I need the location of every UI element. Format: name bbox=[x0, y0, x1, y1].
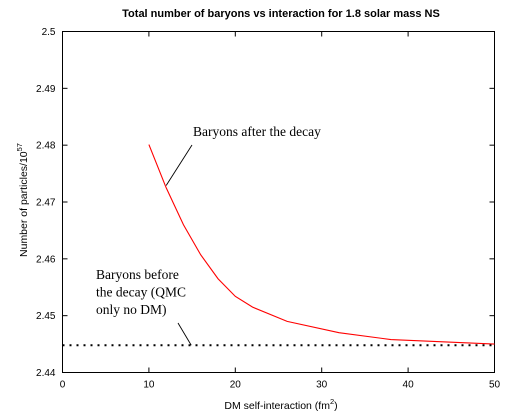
annotations: Baryons after the decay Baryons before the… bbox=[96, 124, 321, 346]
series-line-after-decay bbox=[148, 144, 495, 345]
y-tick-label: 2.47 bbox=[36, 198, 56, 209]
y-axis-label-main: Number of particles/10 bbox=[18, 151, 30, 257]
y-axis-label: Number of particles/1057 bbox=[15, 143, 30, 257]
annotation-pointer bbox=[165, 144, 193, 186]
y-tick-label: 2.45 bbox=[36, 311, 56, 322]
x-tick-label: 40 bbox=[403, 380, 415, 391]
annotation-before: Baryons before the decay (QMC only no DM) bbox=[96, 267, 186, 317]
annotation-after: Baryons after the decay bbox=[193, 124, 321, 139]
y-tick-label: 2.48 bbox=[36, 141, 56, 152]
y-axis-ticks: 2.44 2.45 2.46 2.47 2.48 2.49 2.5 bbox=[36, 27, 495, 379]
annotation-line: Baryons after the decay bbox=[193, 124, 321, 139]
annotation-line: only no DM) bbox=[96, 302, 167, 317]
y-tick-label: 2.44 bbox=[36, 368, 56, 379]
x-tick-label: 30 bbox=[316, 380, 328, 391]
y-tick-label: 2.46 bbox=[36, 254, 56, 265]
chart-title: Total number of baryons vs interaction f… bbox=[122, 8, 440, 20]
x-tick-label: 10 bbox=[143, 380, 155, 391]
plot-frame bbox=[62, 31, 495, 373]
x-axis-label: DM self-interaction (fm2) bbox=[224, 397, 337, 412]
annotation-pointer bbox=[177, 322, 192, 346]
annotation-line: the decay (QMC bbox=[96, 285, 186, 300]
x-tick-label: 20 bbox=[230, 380, 242, 391]
y-axis-label-sup: 57 bbox=[15, 143, 24, 151]
x-axis-label-main: DM self-interaction (fm bbox=[224, 400, 330, 412]
x-tick-label: 0 bbox=[60, 380, 66, 391]
y-tick-label: 2.5 bbox=[42, 27, 56, 38]
x-axis-label-sup: 2 bbox=[330, 397, 334, 406]
x-axis-ticks: 0 10 20 30 40 50 bbox=[60, 31, 501, 391]
x-axis-label-suffix: ) bbox=[334, 400, 338, 412]
annotation-line: Baryons before bbox=[96, 267, 179, 282]
series-layer bbox=[62, 144, 495, 347]
y-tick-label: 2.49 bbox=[36, 84, 56, 95]
x-tick-label: 50 bbox=[489, 380, 501, 391]
